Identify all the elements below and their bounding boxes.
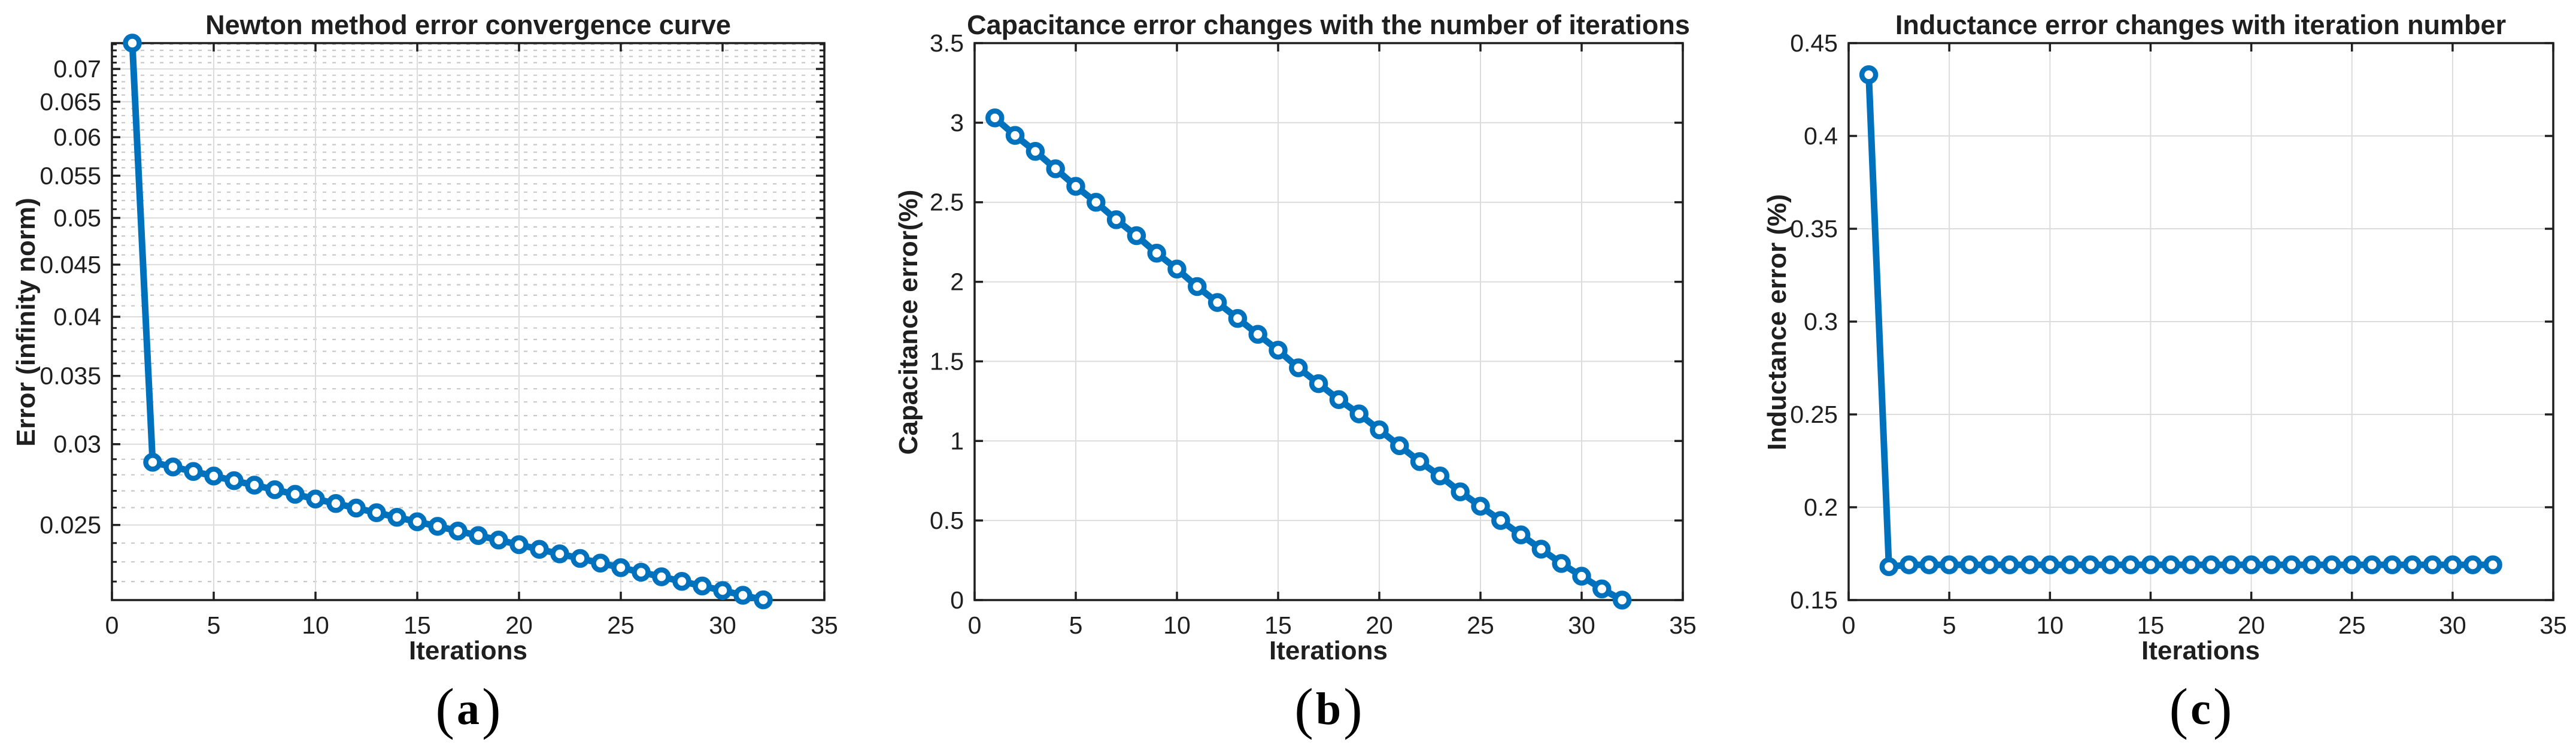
svg-text:0: 0 (1842, 611, 1856, 639)
svg-text:0.06: 0.06 (53, 123, 101, 151)
svg-text:5: 5 (1943, 611, 1956, 639)
svg-text:0.25: 0.25 (1790, 401, 1838, 428)
x-axis-label: Iterations (2141, 636, 2261, 665)
svg-text:0.5: 0.5 (930, 507, 964, 534)
newton-error-plot: 0 5 10 15 20 25 30 35 0.025 0.03 0.035 0.04 0.045 0.0… (40, 34, 838, 639)
svg-text:0: 0 (950, 586, 964, 614)
svg-text:0.055: 0.055 (40, 162, 101, 189)
svg-text:10: 10 (2036, 611, 2064, 639)
svg-text:15: 15 (1264, 611, 1292, 639)
svg-text:0.04: 0.04 (53, 303, 101, 331)
x-axis-label: Iterations (1269, 636, 1388, 665)
svg-text:0.3: 0.3 (1804, 308, 1838, 335)
inductance-error-plot: 0 5 10 15 20 25 30 35 0.15 0.2 0.25 0.3 0.35 0.4 0.45 (1790, 29, 2567, 639)
svg-text:0.2: 0.2 (1804, 493, 1838, 521)
svg-text:3: 3 (950, 109, 964, 137)
svg-text:30: 30 (2439, 611, 2466, 639)
svg-text:5: 5 (207, 611, 221, 639)
svg-text:0.45: 0.45 (1790, 29, 1838, 57)
svg-text:30: 30 (709, 611, 736, 639)
svg-text:0.045: 0.045 (40, 251, 101, 278)
caption-open-paren: ( (435, 677, 454, 740)
chart-title: Inductance error changes with iteration … (1895, 10, 2507, 40)
svg-text:35: 35 (1669, 611, 1697, 639)
svg-text:1: 1 (950, 427, 964, 455)
x-axis-label: Iterations (408, 636, 528, 665)
svg-text:0.035: 0.035 (40, 362, 101, 390)
svg-text:0.065: 0.065 (40, 88, 101, 116)
svg-text:0.35: 0.35 (1790, 215, 1838, 243)
svg-text:0.03: 0.03 (53, 431, 101, 458)
svg-text:0.025: 0.025 (40, 511, 101, 539)
svg-text:0.4: 0.4 (1804, 122, 1838, 150)
svg-text:2.5: 2.5 (930, 189, 964, 216)
chart-caption: (c) (2021, 676, 2380, 741)
svg-text:35: 35 (811, 611, 838, 639)
svg-text:1.5: 1.5 (930, 347, 964, 375)
svg-text:20: 20 (505, 611, 533, 639)
svg-text:10: 10 (302, 611, 329, 639)
svg-text:5: 5 (1069, 611, 1083, 639)
y-axis-label: Error (infinity norm) (11, 198, 41, 447)
caption-close-paren: ) (1343, 677, 1363, 740)
chart-caption: (a) (289, 676, 648, 741)
svg-text:0.07: 0.07 (53, 55, 101, 83)
caption-open-paren: ( (2169, 677, 2189, 740)
caption-letter: b (1315, 684, 1342, 734)
caption-close-paren: ) (482, 677, 501, 740)
chart-panel-capacitance-error: 0 5 10 15 20 25 30 35 0 0.5 1 1.5 2 2.5 3 3.5 Capacitan… (858, 0, 1717, 745)
svg-text:30: 30 (1568, 611, 1595, 639)
svg-text:0: 0 (105, 611, 119, 639)
caption-open-paren: ( (1294, 677, 1313, 740)
svg-text:0.15: 0.15 (1790, 586, 1838, 614)
caption-close-paren: ) (2213, 677, 2232, 740)
svg-text:25: 25 (607, 611, 635, 639)
svg-text:3.5: 3.5 (930, 29, 964, 57)
y-axis-label: Inductance error (%) (1762, 194, 1792, 450)
svg-text:20: 20 (1366, 611, 1393, 639)
svg-text:15: 15 (2137, 611, 2165, 639)
chart-panel-newton-error: 0 5 10 15 20 25 30 35 0.025 0.03 0.035 0.04 0.045 0.0… (0, 0, 858, 745)
capacitance-error-plot: 0 5 10 15 20 25 30 35 0 0.5 1 1.5 2 2.5 3 3.5 (930, 29, 1697, 639)
svg-text:20: 20 (2238, 611, 2265, 639)
svg-text:0: 0 (968, 611, 982, 639)
svg-text:10: 10 (1163, 611, 1191, 639)
chart-caption: (b) (1149, 676, 1508, 741)
y-axis-label: Capacitance error(%) (894, 189, 923, 455)
chart-title: Newton method error convergence curve (205, 10, 731, 40)
svg-text:35: 35 (2539, 611, 2567, 639)
caption-letter: a (457, 684, 480, 734)
svg-text:25: 25 (1467, 611, 1494, 639)
chart-title: Capacitance error changes with the numbe… (967, 10, 1690, 40)
caption-letter: c (2190, 684, 2211, 734)
svg-text:15: 15 (403, 611, 431, 639)
svg-text:2: 2 (950, 268, 964, 296)
svg-text:0.05: 0.05 (53, 204, 101, 232)
svg-text:25: 25 (2338, 611, 2366, 639)
chart-panel-inductance-error: 0 5 10 15 20 25 30 35 0.15 0.2 0.25 0.3 0.35 0.4 0.45 … (1717, 0, 2576, 745)
